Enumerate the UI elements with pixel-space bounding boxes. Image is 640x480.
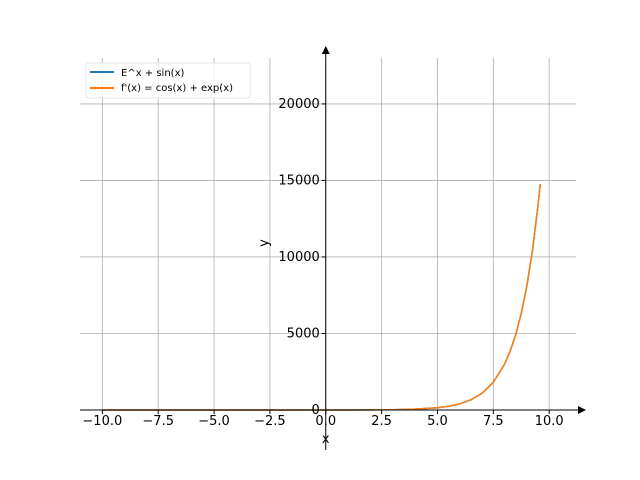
legend: E^x + sin(x) f'(x) = cos(x) + exp(x) bbox=[85, 62, 251, 99]
x-tick-label: −5.0 bbox=[198, 414, 230, 429]
x-tick-label: 0.0 bbox=[315, 414, 336, 429]
y-tick-label: 10000 bbox=[278, 250, 319, 265]
x-tick-label: −2.5 bbox=[254, 414, 286, 429]
legend-label-series-1: E^x + sin(x) bbox=[121, 68, 184, 79]
x-tick-label: 5.0 bbox=[427, 414, 448, 429]
x-tick-label: 10.0 bbox=[535, 414, 564, 429]
x-tick-label: 7.5 bbox=[483, 414, 504, 429]
series-line-1 bbox=[102, 183, 541, 411]
y-tick-label: 15000 bbox=[278, 173, 319, 188]
y-axis-label: y bbox=[257, 239, 272, 247]
x-tick-label: −7.5 bbox=[142, 414, 174, 429]
series-line-2 bbox=[102, 183, 541, 411]
x-axis-label: x bbox=[322, 432, 330, 447]
x-tick-label: −10.0 bbox=[82, 414, 122, 429]
x-tick-label: 2.5 bbox=[371, 414, 392, 429]
x-axis-arrow bbox=[578, 406, 586, 414]
series-lines bbox=[102, 183, 541, 411]
y-axis-arrow bbox=[321, 46, 330, 54]
y-tick-label: 20000 bbox=[278, 97, 319, 112]
tick-labels: −10.0 −7.5 −5.0 −2.5 0.0 2.5 5.0 7.5 10.0 0 5000 10… bbox=[82, 97, 563, 429]
legend-label-series-2: f'(x) = cos(x) + exp(x) bbox=[121, 83, 233, 94]
y-tick-label: 0 bbox=[311, 403, 319, 418]
legend-box bbox=[85, 62, 251, 99]
axes bbox=[80, 46, 586, 450]
y-tick-label: 5000 bbox=[287, 326, 320, 341]
grid-lines bbox=[80, 58, 576, 411]
